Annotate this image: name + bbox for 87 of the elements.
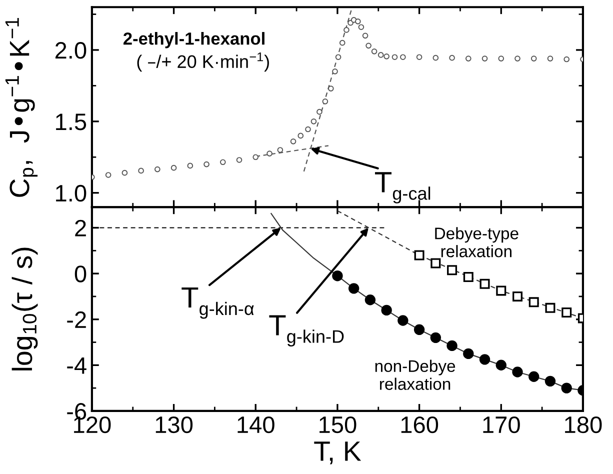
point [138, 168, 144, 174]
point [430, 332, 442, 344]
point [358, 24, 364, 30]
y-tick-label: 0 [74, 266, 86, 282]
point [547, 56, 554, 62]
point [414, 250, 424, 260]
y-tick-label: 1.0 [56, 184, 86, 202]
point [105, 172, 112, 178]
x-tick-label: 150 [320, 416, 356, 434]
point [220, 159, 226, 166]
point [465, 56, 472, 62]
point [512, 366, 523, 378]
point [378, 52, 384, 58]
point [355, 18, 361, 24]
point [266, 150, 272, 156]
text: ( –/+ 20 K·min$^{−1}$) [137, 52, 269, 72]
point [384, 53, 390, 60]
point [562, 307, 572, 318]
point [496, 286, 506, 296]
point [204, 161, 210, 168]
point [170, 164, 177, 171]
point [277, 147, 284, 153]
point [564, 56, 570, 62]
annotation: non-Debye relaxation [375, 360, 456, 390]
point [364, 294, 376, 306]
point [528, 297, 539, 308]
point [512, 291, 522, 302]
point [447, 265, 458, 276]
y-tick-label: -4 [67, 357, 86, 374]
point [348, 283, 360, 294]
y-tick-label: 2.0 [55, 42, 86, 59]
point [122, 170, 128, 176]
point [498, 56, 504, 62]
x-tick-label: 140 [238, 416, 274, 434]
point [310, 118, 317, 124]
point [544, 376, 556, 387]
point [339, 40, 346, 46]
point [305, 126, 311, 132]
point [545, 302, 556, 313]
point [316, 108, 322, 115]
x-axis-title: T, K [314, 442, 362, 464]
point [479, 354, 490, 365]
y-axis-title: log$_{10}$(τ / s) [12, 248, 38, 370]
point [252, 154, 259, 160]
y-tick-label: 2 [75, 220, 86, 236]
point [496, 360, 506, 370]
point [530, 56, 537, 62]
point [446, 340, 458, 352]
point [480, 278, 490, 289]
point [298, 132, 304, 139]
point [449, 54, 455, 61]
point [482, 56, 488, 62]
point [154, 166, 160, 172]
point [561, 382, 572, 394]
x-tick-label: 160 [401, 416, 438, 434]
point [414, 324, 425, 336]
point [335, 54, 342, 60]
y-axis-title: C$_{p}$, J•g$^{−1}$•K$^{−1}$ [5, 18, 38, 197]
point [322, 98, 328, 104]
point [432, 54, 439, 61]
x-tick-label: 130 [156, 416, 193, 434]
point [332, 68, 338, 74]
point [398, 315, 408, 326]
point [430, 258, 441, 268]
point [381, 304, 392, 316]
point [392, 54, 398, 60]
point [366, 42, 372, 49]
y-tick-label: -2 [67, 311, 86, 328]
point [290, 138, 296, 144]
point [514, 56, 520, 62]
x-tick-label: 170 [483, 416, 520, 434]
point [187, 162, 194, 169]
point [528, 371, 540, 382]
y-tick-label: 1.5 [56, 114, 86, 130]
point [362, 32, 368, 39]
point [328, 86, 334, 92]
annotation: Debye-type relaxation [435, 227, 518, 258]
point [400, 54, 406, 60]
point [332, 270, 343, 282]
point [236, 157, 242, 163]
text: 2-ethyl-1-hexanol [123, 32, 264, 48]
point [344, 27, 350, 33]
point [463, 348, 474, 360]
x-tick-label: 180 [565, 416, 602, 434]
point [416, 54, 422, 60]
point [463, 272, 474, 282]
point [371, 48, 378, 54]
